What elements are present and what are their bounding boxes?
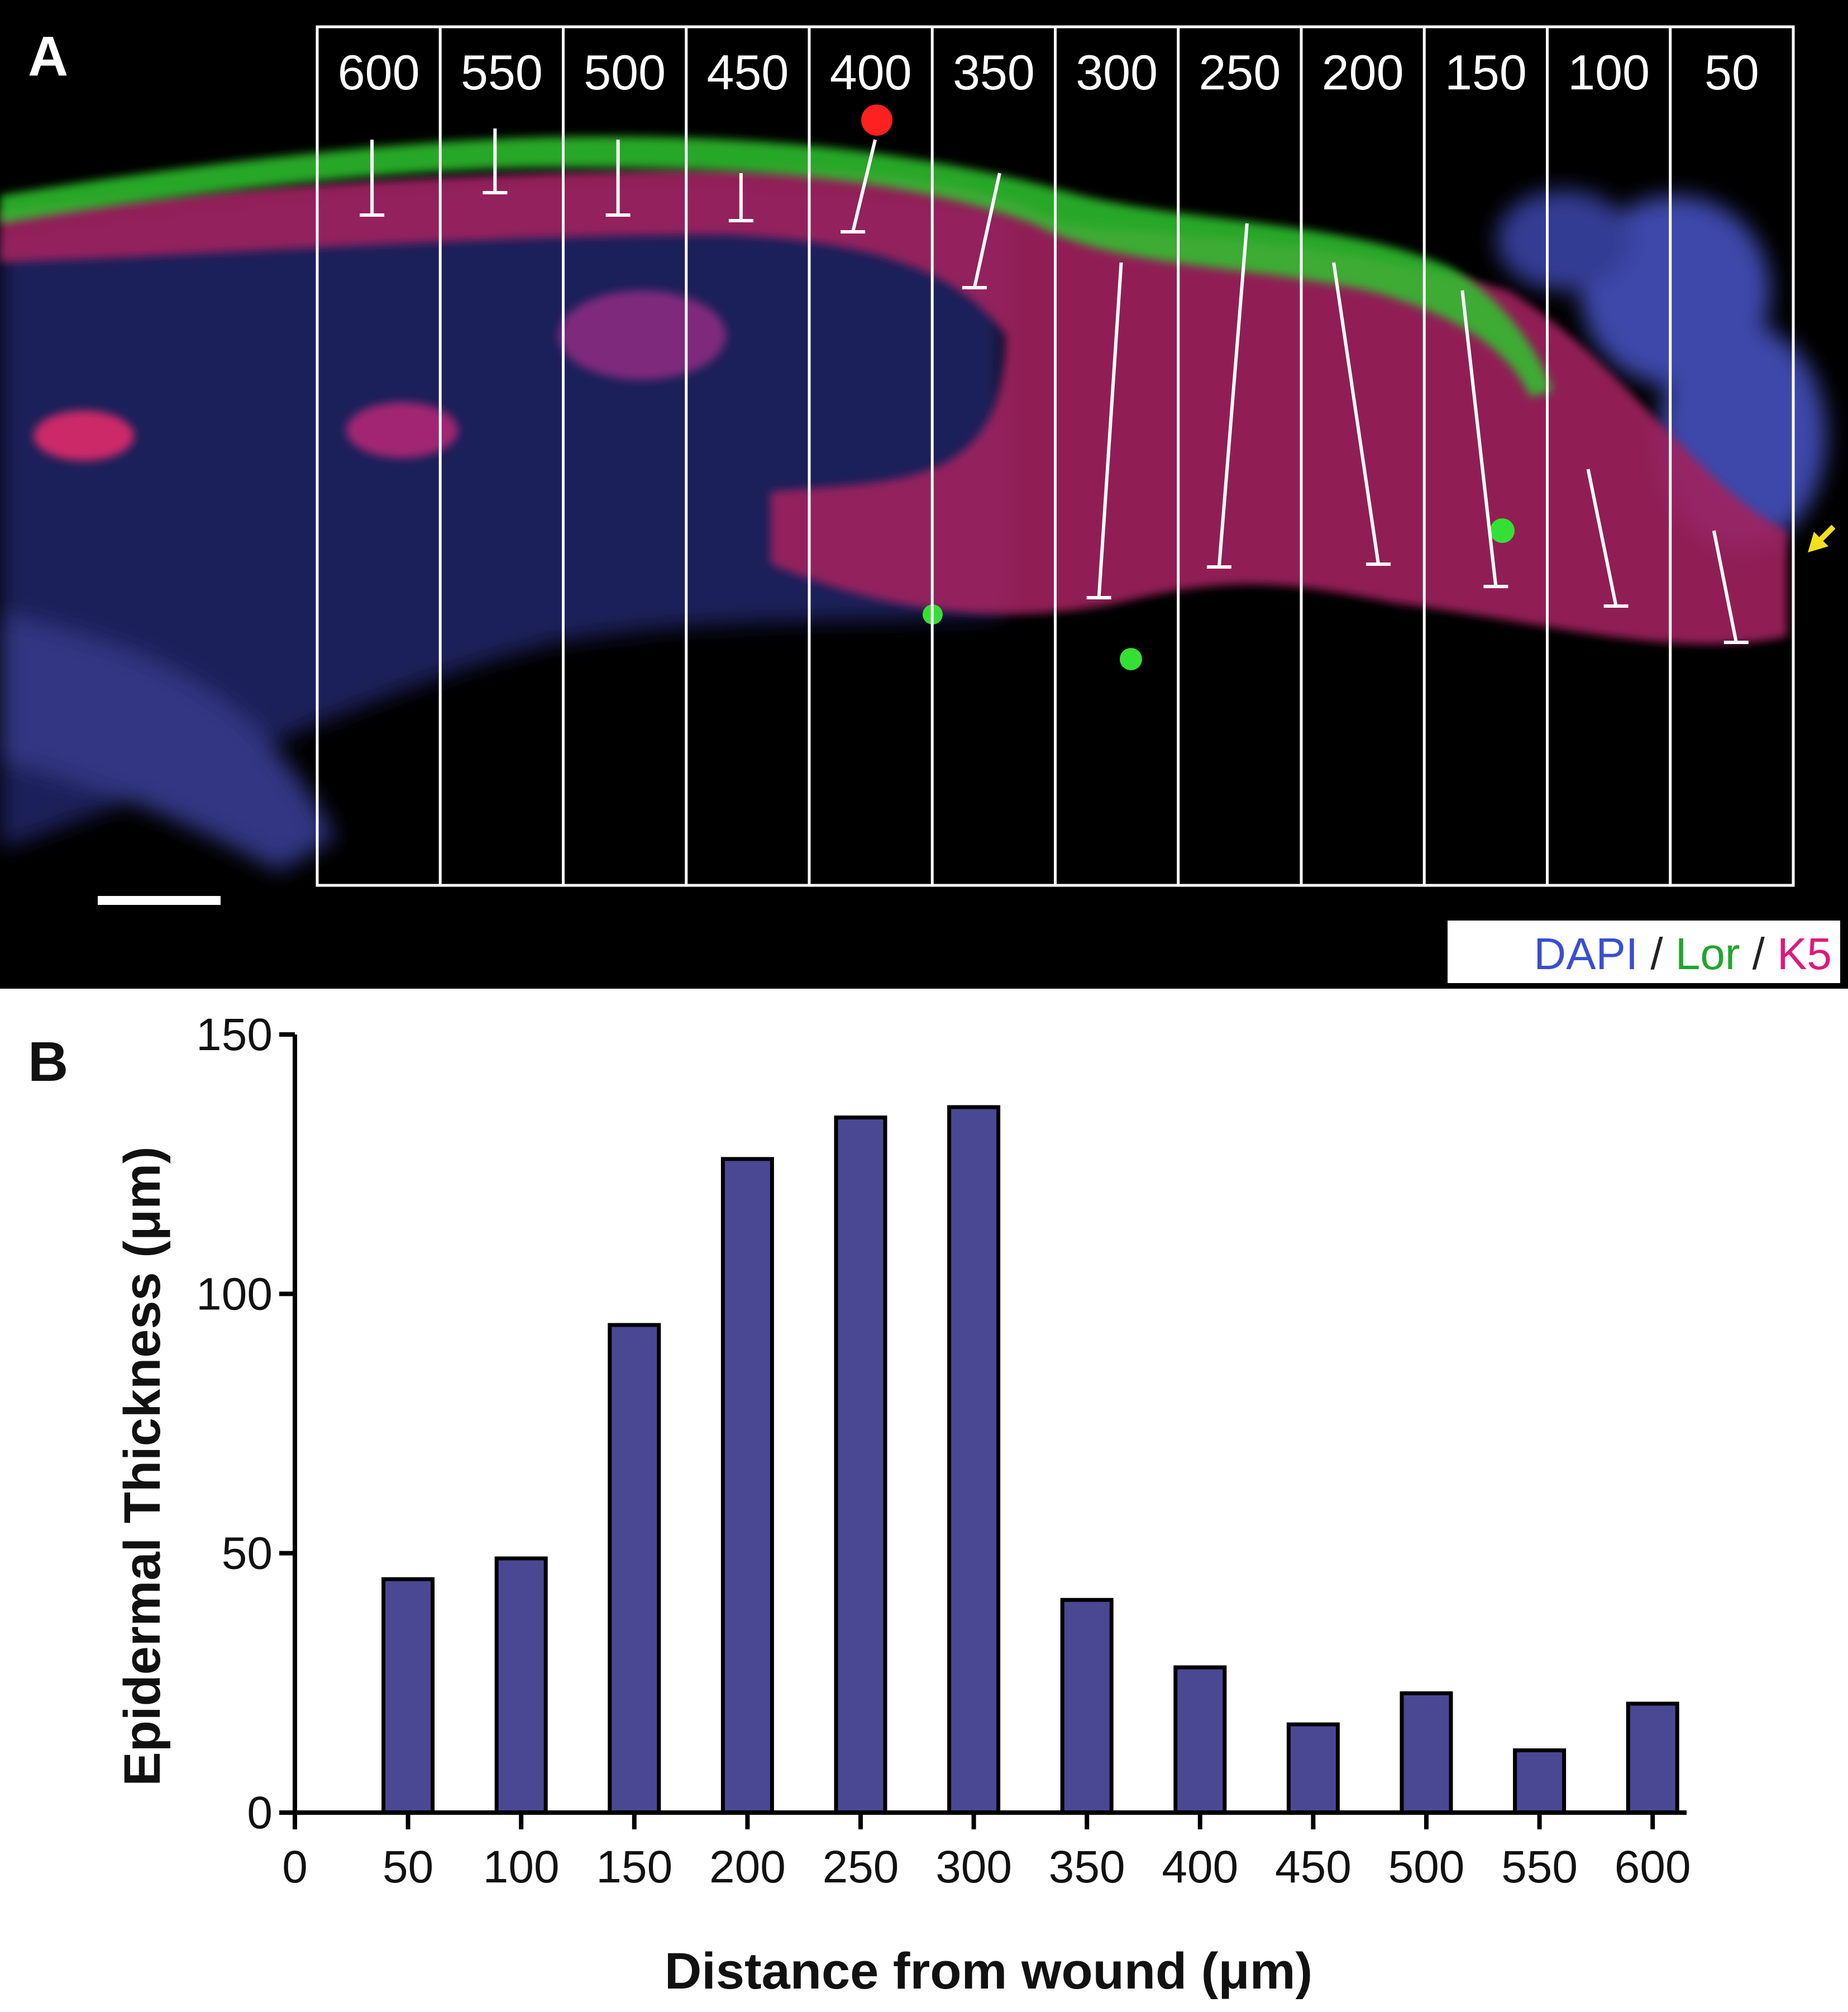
thickness-marker — [1460, 290, 1498, 587]
thickness-marker — [972, 173, 1001, 288]
x-tick-label: 200 — [709, 1842, 786, 1892]
bin-label: 150 — [1445, 45, 1527, 100]
x-tick-label: 600 — [1615, 1842, 1691, 1892]
stain-legend: DAPI / Lor / K5 — [1534, 929, 1832, 979]
x-tick-label: 50 — [383, 1842, 433, 1892]
x-tick-label: 350 — [1049, 1842, 1125, 1892]
green-artifact — [1490, 518, 1515, 543]
green-artifact — [1120, 648, 1142, 670]
bar-450 — [1286, 1722, 1340, 1815]
bar-550 — [1513, 1748, 1567, 1815]
thickness-marker — [1712, 530, 1738, 643]
x-tick-label: 500 — [1388, 1842, 1465, 1892]
legend-entry: K5 — [1777, 929, 1832, 979]
bar-500 — [1400, 1691, 1453, 1815]
legend-entry: Lor — [1675, 929, 1740, 979]
bar-300 — [947, 1105, 1001, 1815]
legend-entry: / — [1740, 929, 1777, 979]
bars — [381, 1105, 1679, 1815]
red-artifact — [861, 104, 892, 136]
thickness-marker — [1586, 469, 1618, 607]
thickness-marker — [1332, 262, 1381, 565]
bar-350 — [1060, 1598, 1114, 1815]
scale-bar — [98, 896, 221, 905]
x-tick-label: 150 — [596, 1842, 672, 1892]
x-tick-label: 100 — [483, 1842, 560, 1892]
x-axis: 0 50 100 150 200 250 300 350 400 450 500 550 600 — [282, 1810, 1691, 1892]
bar-600 — [1626, 1701, 1679, 1815]
x-tick-label: 250 — [823, 1842, 899, 1892]
x-tick-label: 300 — [935, 1842, 1012, 1892]
bin-label: 450 — [706, 45, 789, 100]
bar-100 — [494, 1556, 548, 1815]
thickness-marker — [1217, 223, 1249, 568]
bar-250 — [834, 1115, 887, 1815]
panel-label-a: A — [28, 25, 68, 88]
dapi-stain — [0, 183, 1826, 871]
k5-stain — [0, 168, 1787, 645]
thickness-markers — [360, 128, 1749, 644]
bin-label: 200 — [1322, 45, 1404, 100]
y-tick-label: 150 — [196, 1009, 273, 1060]
x-tick-label: 400 — [1162, 1842, 1238, 1892]
x-tick-label: 0 — [282, 1842, 308, 1892]
legend-entry: DAPI — [1534, 929, 1638, 979]
measurement-grid: 600 550 500 450 400 350 300 250 200 150 100 50 — [316, 25, 1795, 887]
bar-400 — [1173, 1665, 1227, 1815]
bar-50 — [381, 1577, 435, 1815]
y-axis-title: Epidermal Thickness (μm) — [114, 1146, 171, 1786]
legend-entry: / — [1638, 929, 1675, 979]
y-tick-label: 50 — [222, 1528, 273, 1579]
bin-label: 250 — [1198, 45, 1281, 100]
bin-label: 550 — [461, 45, 543, 100]
stain-legend-box — [1448, 921, 1840, 983]
panel-label-b: B — [28, 1031, 68, 1093]
y-tick-label: 100 — [196, 1269, 273, 1319]
bin-label: 350 — [953, 45, 1035, 100]
thickness-marker — [851, 139, 877, 232]
bar-150 — [608, 1323, 661, 1815]
bin-label: 300 — [1076, 45, 1158, 100]
bar-200 — [720, 1157, 774, 1815]
bin-label: 100 — [1568, 45, 1650, 100]
bar-chart-panel: B 0 50 100 150 0 50 100 150 200 250 300 350 400 450 5… — [28, 1009, 1691, 2000]
micrograph-panel: 600 550 500 450 400 350 300 250 200 150 100 50 DAPI… — [0, 0, 1848, 989]
bin-label: 400 — [830, 45, 912, 100]
wound-arrow-icon — [1808, 525, 1836, 552]
bin-label: 50 — [1704, 45, 1759, 100]
x-tick-label: 550 — [1501, 1842, 1578, 1892]
x-axis-title: Distance from wound (μm) — [665, 1943, 1312, 2000]
bin-label: 500 — [584, 45, 666, 100]
x-tick-label: 450 — [1275, 1842, 1352, 1892]
y-tick-label: 0 — [247, 1787, 273, 1838]
thickness-marker — [1097, 262, 1123, 598]
bin-label: 600 — [338, 45, 420, 100]
y-axis: 0 50 100 150 — [196, 1009, 297, 1838]
